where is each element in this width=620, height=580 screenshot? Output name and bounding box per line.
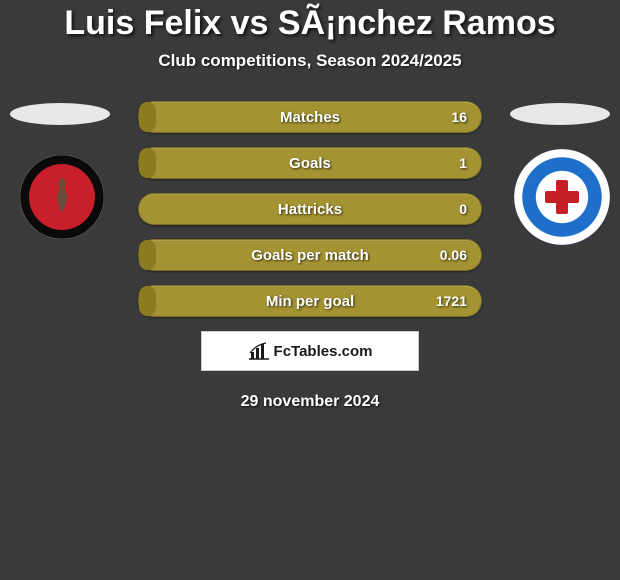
stat-value: 1 [459, 155, 467, 171]
stat-label: Goals per match [251, 247, 369, 264]
fctables-logo: FcTables.com [248, 342, 373, 360]
bar-chart-icon [248, 342, 270, 360]
stat-value: 0.06 [440, 247, 467, 263]
stat-row: Min per goal 1721 [138, 285, 482, 317]
stat-fill [139, 286, 156, 316]
club-badge-cruz-azul [514, 149, 610, 245]
stat-value: 16 [451, 109, 467, 125]
stat-fill [139, 240, 156, 270]
player-marker-left [10, 103, 110, 125]
page-subtitle: Club competitions, Season 2024/2025 [0, 51, 620, 71]
stat-fill [139, 102, 156, 132]
stat-row: Goals per match 0.06 [138, 239, 482, 271]
page-title: Luis Felix vs SÃ¡nchez Ramos [0, 0, 620, 43]
stat-row: Matches 16 [138, 101, 482, 133]
comparison-content: Matches 16 Goals 1 Hattricks 0 Goals per… [0, 101, 620, 411]
stats-bars: Matches 16 Goals 1 Hattricks 0 Goals per… [138, 101, 482, 317]
footer-date: 29 november 2024 [0, 393, 620, 411]
stat-label: Min per goal [266, 293, 354, 310]
stat-row: Goals 1 [138, 147, 482, 179]
stat-value: 0 [459, 201, 467, 217]
stat-label: Matches [280, 109, 340, 126]
club-badge-tijuana [20, 155, 104, 239]
stat-row: Hattricks 0 [138, 193, 482, 225]
stat-label: Hattricks [278, 201, 342, 218]
footer-brand-text: FcTables.com [274, 343, 373, 360]
stat-value: 1721 [436, 293, 467, 309]
player-marker-right [510, 103, 610, 125]
stat-fill [139, 148, 156, 178]
stat-label: Goals [289, 155, 331, 172]
footer-brand-box[interactable]: FcTables.com [201, 331, 419, 371]
